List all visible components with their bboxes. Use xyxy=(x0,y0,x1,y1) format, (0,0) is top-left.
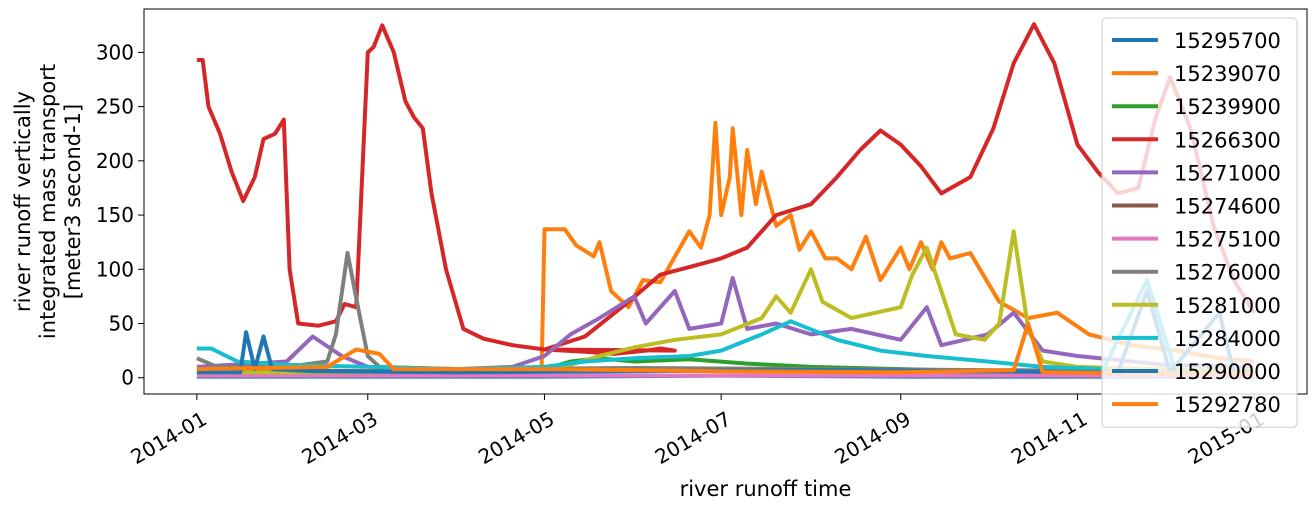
y-axis-title-line-3: [meter3 second-1] xyxy=(61,104,85,299)
legend-label-15284000: 15284000 xyxy=(1174,327,1281,351)
y-tick-label: 50 xyxy=(109,312,134,336)
y-axis-title-line-2: integrated mass transport xyxy=(36,64,60,339)
legend-label-15281000: 15281000 xyxy=(1174,294,1281,318)
legend-label-15271000: 15271000 xyxy=(1174,161,1281,185)
legend-label-15239900: 15239900 xyxy=(1174,95,1281,119)
legend-label-15266300: 15266300 xyxy=(1174,128,1281,152)
y-tick-label: 150 xyxy=(96,203,134,227)
x-tick-label: 2014-09 xyxy=(830,407,914,470)
series-line-15266300 xyxy=(196,22,1256,356)
legend-label-15239070: 15239070 xyxy=(1174,62,1281,86)
plot-frame xyxy=(143,8,1308,395)
y-tick-label: 250 xyxy=(96,95,134,119)
legend-label-15292780: 15292780 xyxy=(1174,393,1281,417)
y-tick-label: 100 xyxy=(96,257,134,281)
legend-label-15290000: 15290000 xyxy=(1174,360,1281,384)
x-tick-label: 2014-01 xyxy=(126,407,210,470)
y-axis: 0 50 100 150 200 250 300 xyxy=(96,40,144,390)
x-axis-title: river runoff time xyxy=(680,477,852,501)
legend-label-15274600: 15274600 xyxy=(1174,195,1281,219)
x-tick-label: 2014-03 xyxy=(297,407,381,470)
y-tick-label: 200 xyxy=(96,149,134,173)
y-tick-label: 0 xyxy=(121,366,134,390)
legend: 15295700 15239070 15239900 15266300 15271000… xyxy=(1101,17,1298,428)
series-line-15281000 xyxy=(196,229,1255,375)
legend-label-15295700: 15295700 xyxy=(1174,29,1281,53)
x-tick-label: 2014-11 xyxy=(1007,407,1091,470)
series-line-15292780 xyxy=(196,321,1255,376)
legend-label-15275100: 15275100 xyxy=(1174,228,1281,252)
y-tick-label: 300 xyxy=(96,40,134,64)
legend-box xyxy=(1101,17,1298,428)
x-tick-label: 2014-07 xyxy=(651,407,735,470)
x-tick-label: 2014-05 xyxy=(474,407,558,470)
x-axis: 2014-01 2014-03 2014-05 2014-07 2014-09 2014-… xyxy=(126,394,1268,469)
y-axis-title-line-1: river runoff vertically xyxy=(11,91,35,312)
series-layer xyxy=(196,22,1256,379)
series-line-15239070 xyxy=(196,120,1255,374)
legend-label-15276000: 15276000 xyxy=(1174,261,1281,285)
